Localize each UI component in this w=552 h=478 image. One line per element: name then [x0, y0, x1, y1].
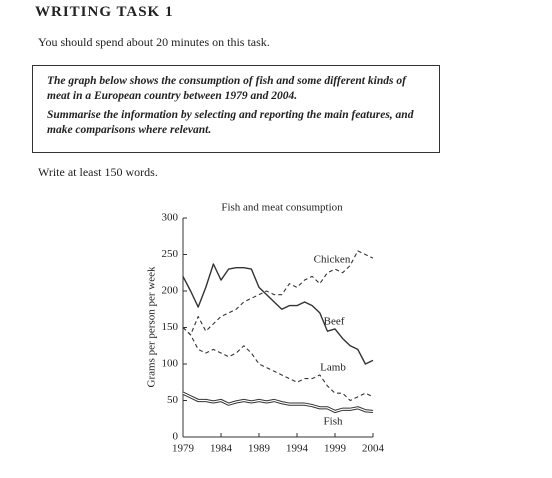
y-tick-label: 300 — [162, 212, 179, 224]
series-line — [182, 263, 374, 365]
series-label: Beef — [324, 316, 345, 328]
task-description: The graph below shows the consumption of… — [47, 75, 406, 102]
y-axis-label: Grams per person per week — [146, 266, 158, 387]
series-line — [182, 327, 374, 402]
series-label: Chicken — [314, 254, 351, 266]
y-tick-label: 50 — [167, 394, 179, 406]
task-box: The graph below shows the consumption of… — [32, 65, 440, 153]
x-tick-label: 2004 — [362, 443, 385, 455]
y-tick-label: 250 — [162, 248, 179, 260]
series-line — [182, 250, 374, 336]
word-count: Write at least 150 words. — [38, 165, 158, 179]
x-tick-label: 1994 — [286, 443, 309, 455]
x-tick-label: 1989 — [248, 443, 271, 455]
series-line-inner — [182, 392, 374, 413]
y-tick-label: 100 — [162, 358, 179, 370]
x-tick-label: 1979 — [172, 443, 195, 455]
page-title: WRITING TASK 1 — [35, 4, 174, 20]
chart-title: Fish and meat consumption — [221, 202, 343, 214]
x-tick-label: 1999 — [324, 443, 347, 455]
y-tick-label: 0 — [173, 431, 179, 443]
x-tick-label: 1984 — [210, 443, 233, 455]
y-tick-label: 150 — [162, 321, 179, 333]
instruction: You should spend about 20 minutes on thi… — [38, 35, 270, 49]
y-tick-label: 200 — [162, 285, 179, 297]
task-instruction: Summarise the information by selecting a… — [47, 109, 414, 136]
series-label: Fish — [324, 416, 343, 428]
series-label: Lamb — [320, 362, 346, 374]
